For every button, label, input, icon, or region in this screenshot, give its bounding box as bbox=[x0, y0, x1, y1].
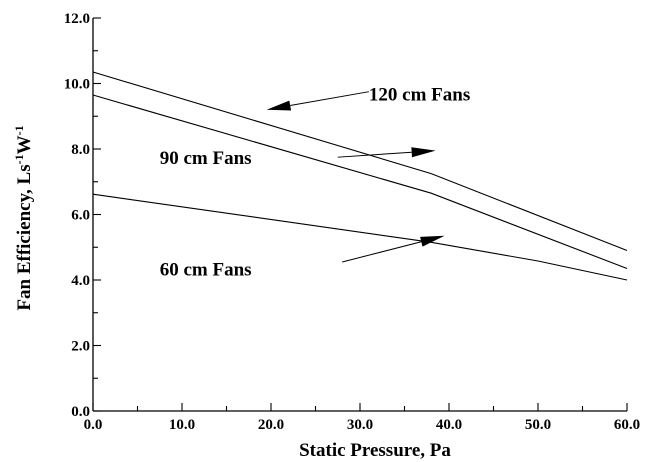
y-tick-label: 2.0 bbox=[71, 339, 90, 355]
annotation-label-2: 60 cm Fans bbox=[160, 260, 252, 281]
annotation-label-0: 120 cm Fans bbox=[369, 84, 470, 105]
y-tick-label: 8.0 bbox=[71, 142, 90, 158]
x-tick-label: 30.0 bbox=[347, 417, 373, 433]
x-tick-label: 20.0 bbox=[258, 417, 284, 433]
series-line-1 bbox=[92, 94, 628, 270]
series-line-0 bbox=[92, 71, 628, 252]
annotation-arrow-head-1 bbox=[411, 147, 436, 158]
y-tick-label: 4.0 bbox=[71, 273, 90, 289]
annotation-label-1: 90 cm Fans bbox=[160, 148, 252, 169]
y-tick-label: 10.0 bbox=[64, 77, 90, 93]
axes bbox=[92, 18, 627, 412]
x-tick-label: 60.0 bbox=[614, 417, 640, 433]
annotation-arrow-head-0 bbox=[266, 100, 292, 111]
y-axis-title: Fan Efficiency, Ls-1W-1 bbox=[12, 125, 35, 310]
annotation-arrow-shaft-0 bbox=[290, 91, 369, 107]
y-tick-label: 0.0 bbox=[71, 404, 90, 420]
annotation-arrow-head-2 bbox=[420, 235, 445, 247]
x-tick-label: 50.0 bbox=[525, 417, 551, 433]
y-axis-title-sup2: -1 bbox=[12, 125, 26, 135]
y-tick-label: 6.0 bbox=[71, 208, 90, 224]
annotation-arrow-shaft-1 bbox=[337, 151, 412, 158]
axis-ticks: 0.0 10.0 20.0 30.0 40.0 50.0 60.0 0.0 2.0 4.0 6.0 8… bbox=[64, 11, 640, 433]
annotations: 120 cm Fans 90 cm Fans 60 cm Fans bbox=[160, 84, 470, 280]
y-axis-title-mid: W bbox=[14, 135, 35, 154]
x-tick-label: 0.0 bbox=[84, 417, 103, 433]
y-tick-label: 12.0 bbox=[64, 11, 90, 27]
x-tick-label: 10.0 bbox=[169, 417, 195, 433]
x-tick-label: 40.0 bbox=[436, 417, 462, 433]
y-axis-title-main: Fan Efficiency, Ls bbox=[14, 164, 35, 310]
y-axis-title-sup1: -1 bbox=[12, 154, 26, 164]
series-lines bbox=[92, 71, 628, 281]
series-line-2 bbox=[92, 193, 628, 281]
x-axis-title: Static Pressure, Pa bbox=[299, 440, 451, 461]
annotation-arrow-shaft-2 bbox=[342, 241, 422, 263]
